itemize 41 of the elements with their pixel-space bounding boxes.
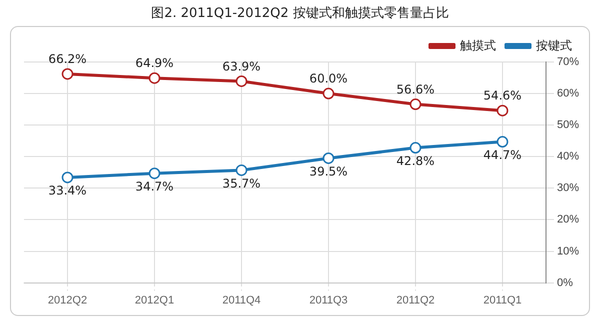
y-tick-label: 20% — [556, 214, 580, 226]
y-tick-label: 50% — [556, 119, 580, 132]
point — [236, 75, 248, 87]
y-tick-label: 40% — [556, 150, 580, 163]
y-tick-label: 60% — [556, 88, 580, 100]
point — [322, 88, 334, 100]
data-label: 60.0% — [309, 72, 348, 86]
chart-title: 图2. 2011Q1-2012Q2 按键式和触摸式零售量占比 — [150, 5, 450, 22]
legend-label: 按键式 — [536, 38, 572, 52]
data-label: 35.7% — [222, 176, 261, 190]
data-label: 64.9% — [135, 56, 174, 70]
point — [496, 104, 508, 116]
data-label: 34.7% — [135, 179, 174, 194]
data-label: 39.5% — [309, 164, 348, 178]
data-label: 66.2% — [48, 52, 87, 66]
point — [322, 152, 334, 164]
y-tick-label: 0% — [556, 276, 574, 289]
point — [496, 136, 508, 148]
data-label: 56.6% — [396, 82, 435, 96]
y-tick-label: 10% — [556, 245, 580, 258]
data-label: 33.4% — [48, 184, 87, 198]
x-tick-label: 2011Q1 — [483, 294, 522, 306]
point — [62, 68, 74, 80]
x-tick-label: 2011Q4 — [222, 294, 261, 306]
data-label: 54.6% — [483, 88, 522, 103]
point — [62, 172, 74, 184]
x-tick-label: 2011Q2 — [396, 294, 435, 306]
data-label: 42.8% — [396, 154, 435, 168]
point — [148, 72, 160, 84]
point — [410, 98, 422, 110]
y-tick-label: 30% — [556, 182, 580, 194]
data-label: 63.9% — [222, 59, 261, 74]
x-tick-label: 2012Q2 — [48, 294, 88, 306]
x-tick-label: 2012Q1 — [134, 294, 174, 306]
point — [410, 142, 422, 154]
point — [148, 168, 160, 180]
legend-label: 触摸式 — [460, 38, 496, 52]
point — [236, 164, 248, 176]
y-tick-label: 70% — [556, 56, 580, 68]
x-tick-label: 2011Q3 — [309, 294, 348, 306]
data-label: 44.7% — [483, 148, 522, 162]
